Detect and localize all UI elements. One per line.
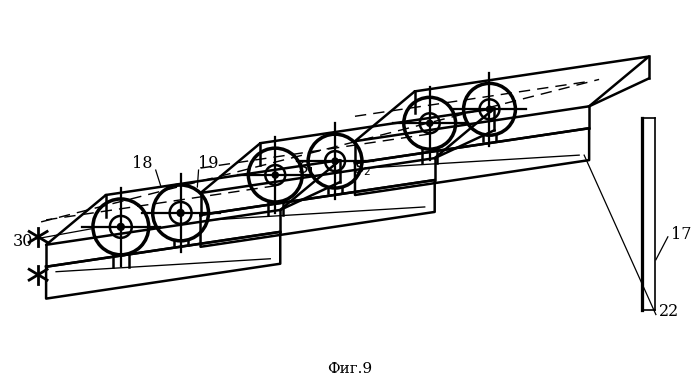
Text: Фиг.9: Фиг.9 bbox=[327, 362, 372, 377]
Text: 30: 30 bbox=[13, 233, 34, 250]
Circle shape bbox=[271, 171, 279, 179]
Text: 17: 17 bbox=[671, 226, 691, 243]
Text: 22: 22 bbox=[659, 303, 679, 320]
Circle shape bbox=[426, 119, 433, 127]
Circle shape bbox=[331, 157, 339, 165]
Text: $S_1$: $S_1$ bbox=[298, 160, 316, 178]
Circle shape bbox=[486, 105, 493, 113]
Text: 18: 18 bbox=[133, 155, 153, 172]
Circle shape bbox=[176, 209, 185, 217]
Circle shape bbox=[117, 223, 125, 231]
Text: $S_2$: $S_2$ bbox=[354, 160, 372, 178]
Text: 19: 19 bbox=[199, 155, 219, 172]
